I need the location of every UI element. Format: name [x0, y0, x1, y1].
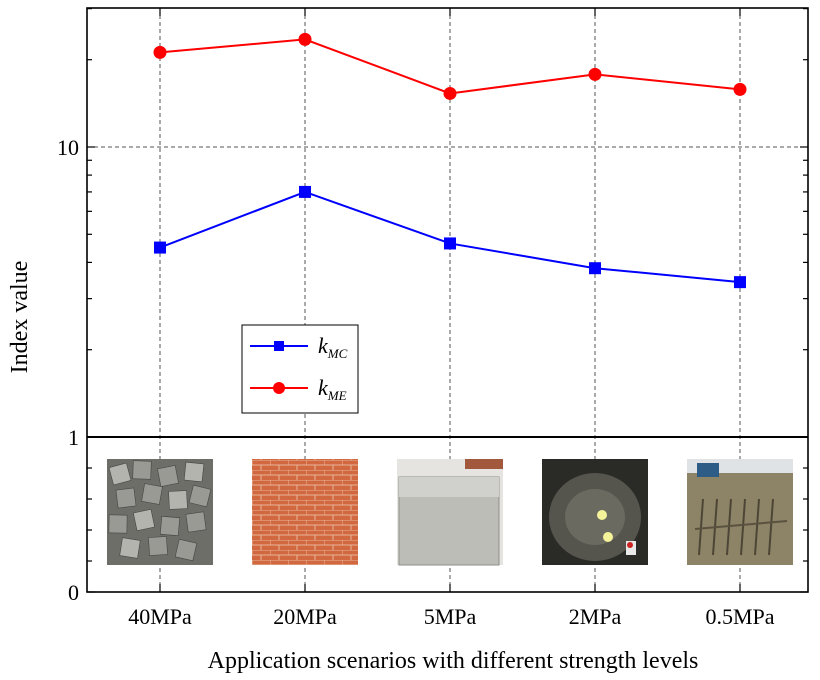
lamp-light	[597, 510, 607, 520]
brick-texture	[252, 459, 358, 565]
scenario-image-concrete-blocks	[107, 459, 213, 565]
brick-detail	[465, 459, 503, 469]
concrete-block	[132, 460, 152, 480]
legend-label-me: kME	[318, 375, 347, 403]
rebar-post	[740, 498, 746, 556]
data-point-kME	[733, 82, 747, 96]
rebar-post	[768, 498, 774, 556]
data-point-kME	[153, 45, 167, 59]
y-tick-label: 0	[68, 580, 79, 605]
x-tick-label: 20MPa	[273, 604, 337, 629]
x-tick-label: 40MPa	[128, 604, 192, 629]
data-point-kMC	[589, 262, 601, 275]
x-tick-label: 2MPa	[569, 604, 622, 629]
rock-face-inner	[565, 489, 625, 545]
equipment	[626, 541, 636, 555]
concrete-block	[148, 536, 168, 556]
x-axis-label: Application scenarios with different str…	[208, 648, 699, 674]
tick-labels: 1 10 0 40MPa 20MPa 5MPa 2MPa 0.5MPa	[57, 135, 775, 629]
concrete-block	[188, 484, 212, 508]
concrete-block	[185, 511, 207, 533]
legend: kMC kME	[241, 324, 359, 414]
data-point-kMC	[444, 237, 456, 250]
machinery	[697, 463, 719, 477]
concrete-block	[115, 487, 137, 509]
concrete-block	[119, 537, 141, 559]
scenario-image-concrete-cube	[397, 459, 503, 566]
lamp-light	[603, 532, 613, 542]
data-series	[153, 32, 747, 289]
scenario-image-construction-site	[687, 459, 793, 565]
concrete-block	[159, 515, 181, 537]
y-axis-label: Index value	[7, 261, 33, 374]
scenario-images	[107, 459, 793, 566]
legend-box	[241, 324, 359, 414]
concrete-block	[141, 483, 163, 505]
concrete-block	[183, 461, 205, 483]
concrete-block	[108, 462, 132, 486]
x-tick-label: 5MPa	[424, 604, 477, 629]
rebar-line	[694, 520, 788, 530]
data-point-kMC	[299, 185, 311, 198]
x-tick-label: 0.5MPa	[705, 604, 774, 629]
concrete-block	[174, 538, 198, 562]
concrete-block	[157, 465, 179, 487]
scenario-image-tunnel-face	[542, 459, 648, 565]
y-tick-label: 10	[57, 135, 79, 160]
cube-top-face	[399, 477, 499, 497]
rebar-post	[698, 498, 704, 556]
equipment-marker	[627, 542, 633, 548]
plot-border	[86, 7, 809, 593]
concrete-block	[132, 508, 156, 532]
legend-marker-mc	[274, 341, 284, 351]
data-point-kME	[443, 86, 457, 100]
legend-marker-me	[273, 382, 285, 394]
data-point-kME	[588, 67, 602, 81]
data-point-kMC	[734, 276, 746, 289]
axes-frame	[86, 7, 809, 593]
scenario-image-brick-wall	[252, 459, 358, 565]
concrete-block	[168, 490, 188, 510]
rebar-post	[754, 498, 760, 556]
concrete-block	[108, 514, 128, 534]
legend-label-mc: kMC	[318, 333, 348, 361]
data-point-kME	[298, 32, 312, 46]
data-point-kMC	[154, 241, 166, 254]
y-tick-label: 1	[68, 425, 79, 450]
